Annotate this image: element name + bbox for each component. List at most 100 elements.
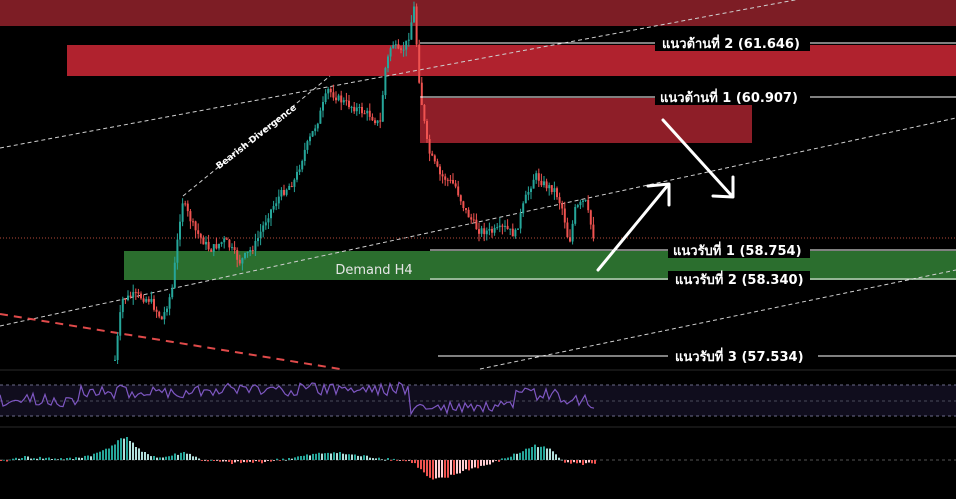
macd-bar — [246, 460, 248, 463]
macd-bar — [174, 453, 176, 460]
candle-body — [283, 190, 285, 195]
macd-bar — [255, 460, 257, 462]
macd-bar — [9, 459, 11, 461]
macd-bar — [321, 453, 323, 460]
candle-body — [483, 228, 486, 235]
candle-body — [504, 225, 506, 227]
candle-body — [153, 299, 155, 310]
macd-bar — [444, 460, 446, 478]
macd-bar — [15, 457, 17, 460]
macd-bar — [57, 459, 59, 461]
candle-body — [293, 179, 296, 187]
macd-bar — [138, 448, 140, 460]
macd-bar — [531, 447, 533, 460]
macd-bar — [111, 445, 113, 460]
macd-bar — [381, 459, 383, 461]
macd-bar — [48, 457, 50, 460]
candle-body — [589, 210, 592, 225]
candle-body — [446, 179, 449, 181]
macd-bar — [510, 456, 512, 460]
macd-bar — [525, 448, 527, 460]
macd-bar — [540, 446, 542, 460]
macd-bar — [585, 460, 587, 464]
candle-body — [155, 309, 158, 312]
candle-body — [345, 100, 348, 102]
candle-body — [501, 225, 504, 227]
candle-body — [280, 190, 283, 197]
macd-bar — [63, 459, 65, 461]
candle-body — [537, 173, 540, 181]
candle-body — [228, 239, 231, 248]
macd-bar — [45, 457, 47, 460]
macd-bar — [474, 460, 476, 468]
candle-body — [270, 209, 272, 219]
resistance-zone-2 — [67, 45, 956, 76]
macd-bar — [435, 460, 437, 479]
macd-bar — [132, 442, 134, 460]
candle-body — [348, 100, 350, 108]
candle-body — [511, 228, 514, 237]
macd-bar — [141, 451, 143, 460]
candle-body — [392, 45, 395, 49]
macd-bar — [225, 460, 227, 462]
macd-bar — [468, 460, 470, 471]
macd-bar — [507, 457, 509, 460]
macd-bar — [387, 458, 389, 460]
candle-body — [514, 229, 517, 237]
macd-bar — [576, 460, 578, 464]
level-label-r2: แนวต้านที่ 2 (61.646) — [662, 34, 800, 52]
candle-body — [553, 188, 556, 192]
macd-bar — [330, 453, 332, 460]
candle-body — [210, 249, 213, 252]
macd-bar — [219, 460, 221, 462]
candle-body — [298, 169, 301, 172]
candle-body — [566, 222, 569, 238]
candle-body — [212, 244, 215, 252]
macd-bar — [549, 448, 551, 460]
macd-bar — [360, 456, 362, 460]
candle-body — [238, 259, 241, 264]
macd-bar — [411, 460, 413, 463]
candle-body — [535, 173, 538, 180]
candle-body — [314, 128, 317, 132]
macd-bar — [459, 460, 461, 474]
candle-body — [517, 228, 519, 230]
middle-channel-line — [0, 117, 956, 327]
candle-body — [428, 139, 431, 154]
macd-bar — [564, 460, 566, 463]
candle-body — [181, 203, 184, 222]
macd-bar — [126, 437, 128, 460]
candle-body — [355, 107, 358, 112]
macd-bar — [153, 456, 155, 460]
macd-bar — [471, 460, 473, 469]
macd-bar — [591, 460, 593, 464]
candle-body — [207, 241, 210, 250]
candle-body — [550, 185, 553, 192]
macd-bar — [486, 460, 488, 465]
macd-bar — [156, 457, 158, 460]
candle-body — [556, 188, 558, 198]
candles — [114, 1, 595, 364]
candle-body — [199, 233, 202, 238]
macd-bar — [294, 457, 296, 460]
candle-body — [150, 299, 153, 302]
macd-bar — [582, 460, 584, 465]
macd-bar — [135, 447, 137, 460]
macd-bar — [261, 460, 263, 464]
macd-bar — [36, 458, 38, 460]
candle-body — [171, 287, 174, 298]
candle-body — [127, 295, 129, 300]
candle-body — [225, 238, 228, 240]
candle-body — [592, 224, 595, 239]
macd-bar — [105, 448, 107, 460]
candle-body — [543, 181, 545, 186]
macd-bar — [66, 458, 68, 460]
candle-body — [498, 225, 501, 228]
candle-body — [423, 105, 426, 121]
candle-body — [387, 56, 389, 69]
candle-body — [288, 186, 291, 190]
candle-body — [262, 225, 265, 232]
macd-bar — [75, 457, 77, 460]
candle-body — [532, 179, 535, 189]
